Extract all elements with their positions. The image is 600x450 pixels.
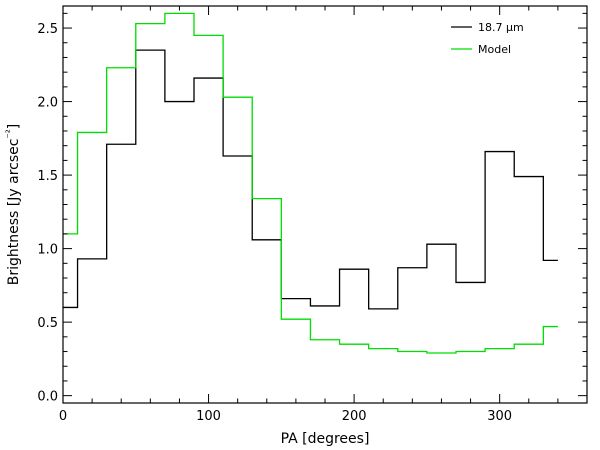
y-axis-label-exponent: ⁻² bbox=[5, 129, 16, 138]
x-tick-label: 300 bbox=[487, 409, 512, 424]
y-axis-label-main: Brightness [Jy arcsec bbox=[6, 139, 22, 286]
tick-labels-layer: 0 100 200 300 0.0 0.5 1.0 1.5 2.0 2.5 bbox=[37, 22, 512, 424]
y-axis-label-close: ] bbox=[6, 124, 22, 129]
ticks-layer bbox=[62, 6, 587, 403]
y-tick-label: 2.5 bbox=[37, 22, 58, 37]
plot-frame bbox=[62, 5, 588, 404]
y-tick-label: 1.0 bbox=[37, 243, 58, 258]
series-line-0 bbox=[63, 49, 558, 310]
x-axis-label: PA [degrees] bbox=[281, 431, 370, 447]
legend-label-0: 18.7 μm bbox=[478, 21, 524, 34]
y-tick-label: 1.5 bbox=[37, 169, 58, 184]
series-line-1 bbox=[63, 12, 558, 354]
y-tick-label: 0.0 bbox=[37, 390, 58, 405]
x-tick-label: 0 bbox=[59, 409, 67, 424]
legend: 18.7 μm Model bbox=[451, 21, 524, 56]
x-tick-label: 200 bbox=[342, 409, 367, 424]
y-tick-label: 0.5 bbox=[37, 316, 58, 331]
y-tick-label: 2.0 bbox=[37, 96, 58, 111]
legend-label-1: Model bbox=[478, 43, 511, 56]
series-layer bbox=[63, 12, 558, 354]
x-tick-label: 100 bbox=[196, 409, 221, 424]
y-axis-label: Brightness [Jy arcsec⁻²] bbox=[5, 124, 22, 285]
